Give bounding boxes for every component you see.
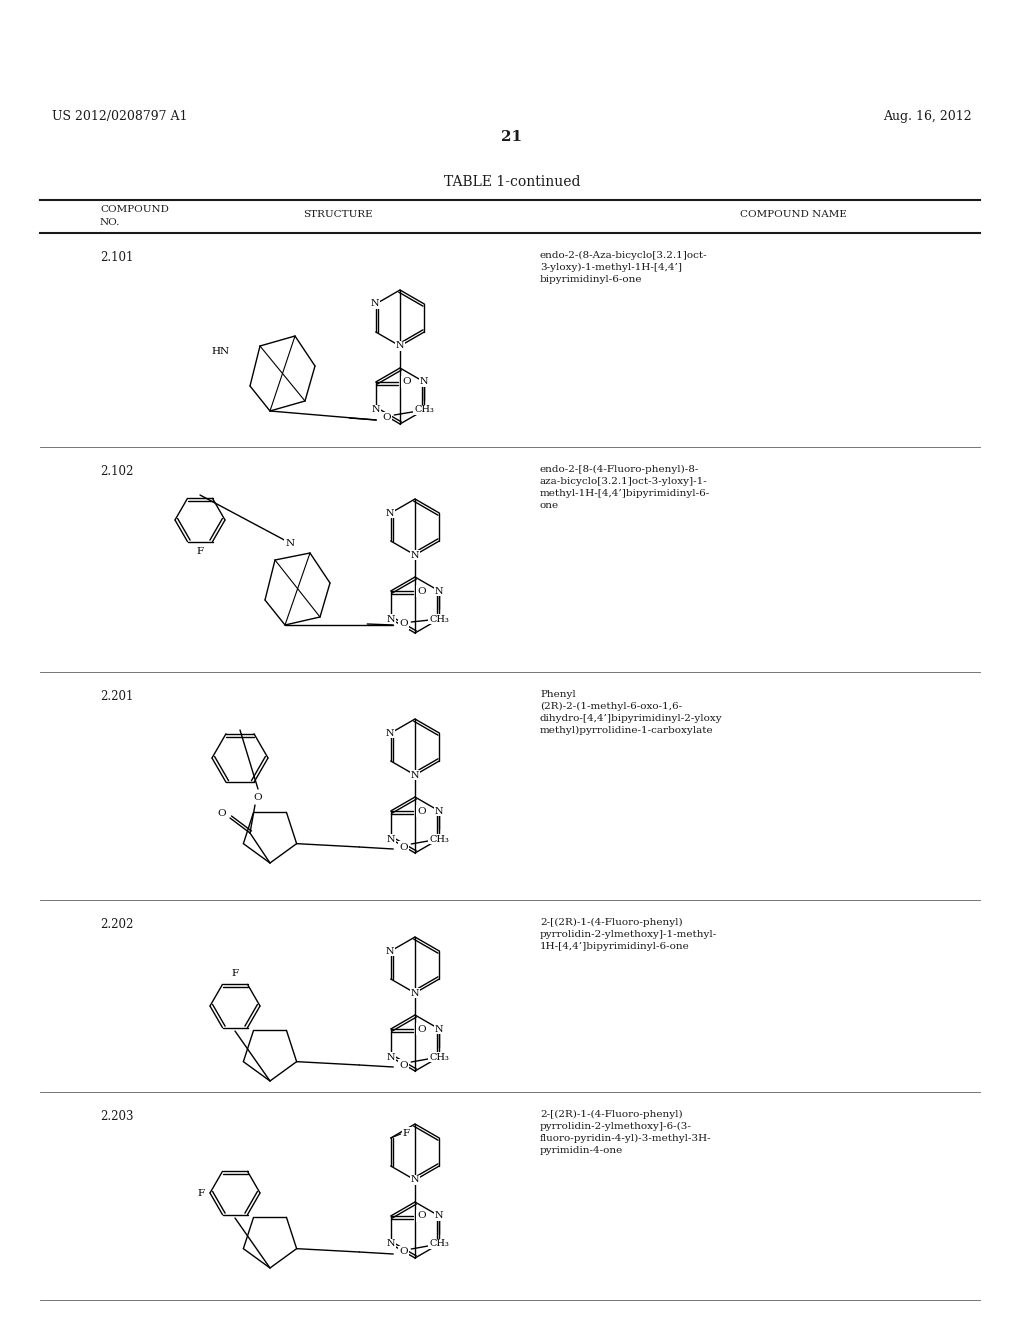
Text: O: O	[254, 792, 262, 801]
Text: F: F	[231, 969, 239, 978]
Text: NO.: NO.	[100, 218, 121, 227]
Text: N: N	[411, 550, 419, 560]
Text: 2.203: 2.203	[100, 1110, 133, 1123]
Text: O: O	[218, 808, 226, 817]
Text: O: O	[418, 586, 426, 595]
Text: 2.101: 2.101	[100, 251, 133, 264]
Text: N: N	[411, 1176, 419, 1184]
Text: COMPOUND: COMPOUND	[100, 205, 169, 214]
Text: N: N	[395, 342, 404, 351]
Text: F: F	[198, 1188, 205, 1197]
Text: Aug. 16, 2012: Aug. 16, 2012	[884, 110, 972, 123]
Text: N: N	[435, 807, 443, 816]
Text: 2.202: 2.202	[100, 917, 133, 931]
Text: N: N	[371, 300, 379, 309]
Text: CH₃: CH₃	[429, 1239, 450, 1249]
Text: O: O	[382, 413, 390, 422]
Text: CH₃: CH₃	[429, 1052, 450, 1061]
Text: N: N	[386, 834, 395, 843]
Text: N: N	[385, 508, 394, 517]
Text: O: O	[418, 807, 426, 816]
Text: F: F	[197, 548, 204, 557]
Text: N: N	[385, 729, 394, 738]
Text: O: O	[418, 1024, 426, 1034]
Text: O: O	[402, 378, 411, 387]
Text: O: O	[399, 1060, 408, 1069]
Text: 21: 21	[502, 129, 522, 144]
Text: N: N	[386, 1239, 395, 1249]
Text: CH₃: CH₃	[429, 834, 450, 843]
Text: N: N	[386, 615, 395, 623]
Text: 2.201: 2.201	[100, 690, 133, 704]
Text: N: N	[411, 771, 419, 780]
Text: N: N	[435, 1212, 443, 1221]
Text: US 2012/0208797 A1: US 2012/0208797 A1	[52, 110, 187, 123]
Text: N: N	[435, 586, 443, 595]
Text: N: N	[411, 989, 419, 998]
Text: Phenyl
(2R)-2-(1-methyl-6-oxo-1,6-
dihydro-[4,4’]bipyrimidinyl-2-yloxy
methyl)py: Phenyl (2R)-2-(1-methyl-6-oxo-1,6- dihyd…	[540, 690, 723, 735]
Text: 2-[(2R)-1-(4-Fluoro-phenyl)
pyrrolidin-2-ylmethoxy]-6-(3-
fluoro-pyridin-4-yl)-3: 2-[(2R)-1-(4-Fluoro-phenyl) pyrrolidin-2…	[540, 1110, 712, 1155]
Text: N: N	[286, 539, 295, 548]
Text: O: O	[399, 1247, 408, 1257]
Text: N: N	[435, 1024, 443, 1034]
Text: N: N	[372, 405, 380, 414]
Text: 2.102: 2.102	[100, 465, 133, 478]
Text: endo-2-[8-(4-Fluoro-phenyl)-8-
aza-bicyclo[3.2.1]oct-3-yloxy]-1-
methyl-1H-[4,4’: endo-2-[8-(4-Fluoro-phenyl)-8- aza-bicyc…	[540, 465, 711, 510]
Text: N: N	[385, 946, 394, 956]
Text: COMPOUND NAME: COMPOUND NAME	[740, 210, 847, 219]
Text: O: O	[399, 619, 408, 628]
Text: 2-[(2R)-1-(4-Fluoro-phenyl)
pyrrolidin-2-ylmethoxy]-1-methyl-
1H-[4,4’]bipyrimid: 2-[(2R)-1-(4-Fluoro-phenyl) pyrrolidin-2…	[540, 917, 717, 950]
Text: O: O	[418, 1212, 426, 1221]
Text: F: F	[402, 1129, 410, 1138]
Text: N: N	[420, 378, 428, 387]
Text: HN: HN	[212, 346, 230, 355]
Text: O: O	[399, 842, 408, 851]
Text: STRUCTURE: STRUCTURE	[303, 210, 373, 219]
Text: CH₃: CH₃	[415, 405, 434, 414]
Text: TABLE 1-continued: TABLE 1-continued	[443, 176, 581, 189]
Text: CH₃: CH₃	[429, 615, 450, 623]
Text: N: N	[386, 1052, 395, 1061]
Text: endo-2-(8-Aza-bicyclo[3.2.1]oct-
3-yloxy)-1-methyl-1H-[4,4’]
bipyrimidinyl-6-one: endo-2-(8-Aza-bicyclo[3.2.1]oct- 3-yloxy…	[540, 251, 708, 284]
